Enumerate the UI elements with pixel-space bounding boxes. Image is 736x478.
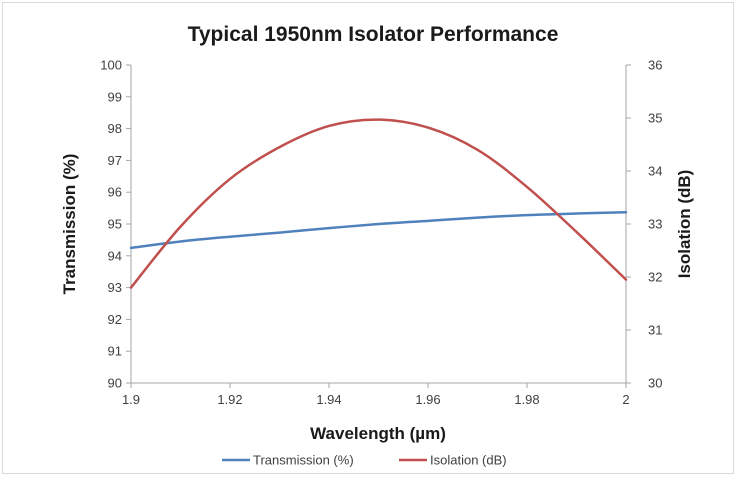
series-line-isolation [129, 118, 628, 289]
legend: Transmission (%) Isolation (dB) [222, 453, 507, 468]
x-tick-label: 1.98 [514, 392, 539, 407]
y2-tick-label: 32 [648, 270, 662, 285]
y2-tick-label: 33 [648, 217, 662, 232]
y2-axis-title: Isolation (dB) [675, 170, 694, 279]
y-tick-label: 91 [108, 344, 122, 359]
y-tick-label: 94 [108, 248, 122, 263]
y2-tick-label: 30 [648, 376, 662, 391]
series-line-transmission [129, 210, 628, 250]
chart-title: Typical 1950nm Isolator Performance [188, 23, 559, 46]
y-tick-label: 93 [108, 280, 122, 295]
y-tick-label: 96 [108, 185, 122, 200]
ticks: 1.9 1.92 1.94 1.96 1.98 2 90 91 92 93 94 95 96 97 98 99… [100, 58, 662, 408]
y-tick-label: 95 [108, 217, 122, 232]
x-axis-title: Wavelength (µm) [310, 424, 446, 443]
x-tick-label: 1.94 [316, 392, 341, 407]
chart: Typical 1950nm Isolator Performance 1.9 1… [60, 23, 694, 468]
y-axis-title: Transmission (%) [60, 154, 79, 295]
y-tick-label: 99 [108, 89, 122, 104]
y2-tick-label: 34 [648, 164, 662, 179]
series-group [129, 118, 628, 289]
y2-tick-label: 36 [648, 58, 662, 73]
y-tick-label: 97 [108, 153, 122, 168]
y2-tick-label: 35 [648, 111, 662, 126]
y-tick-label: 98 [108, 121, 122, 136]
y2-tick-label: 31 [648, 323, 662, 338]
x-tick-label: 1.92 [217, 392, 242, 407]
x-tick-label: 2 [622, 392, 629, 407]
y-tick-label: 90 [108, 376, 122, 391]
y-tick-label: 92 [108, 312, 122, 327]
legend-label: Isolation (dB) [430, 453, 507, 468]
y-tick-label: 100 [100, 58, 122, 73]
legend-label: Transmission (%) [253, 453, 354, 468]
x-tick-label: 1.9 [122, 392, 140, 407]
x-tick-label: 1.96 [415, 392, 440, 407]
